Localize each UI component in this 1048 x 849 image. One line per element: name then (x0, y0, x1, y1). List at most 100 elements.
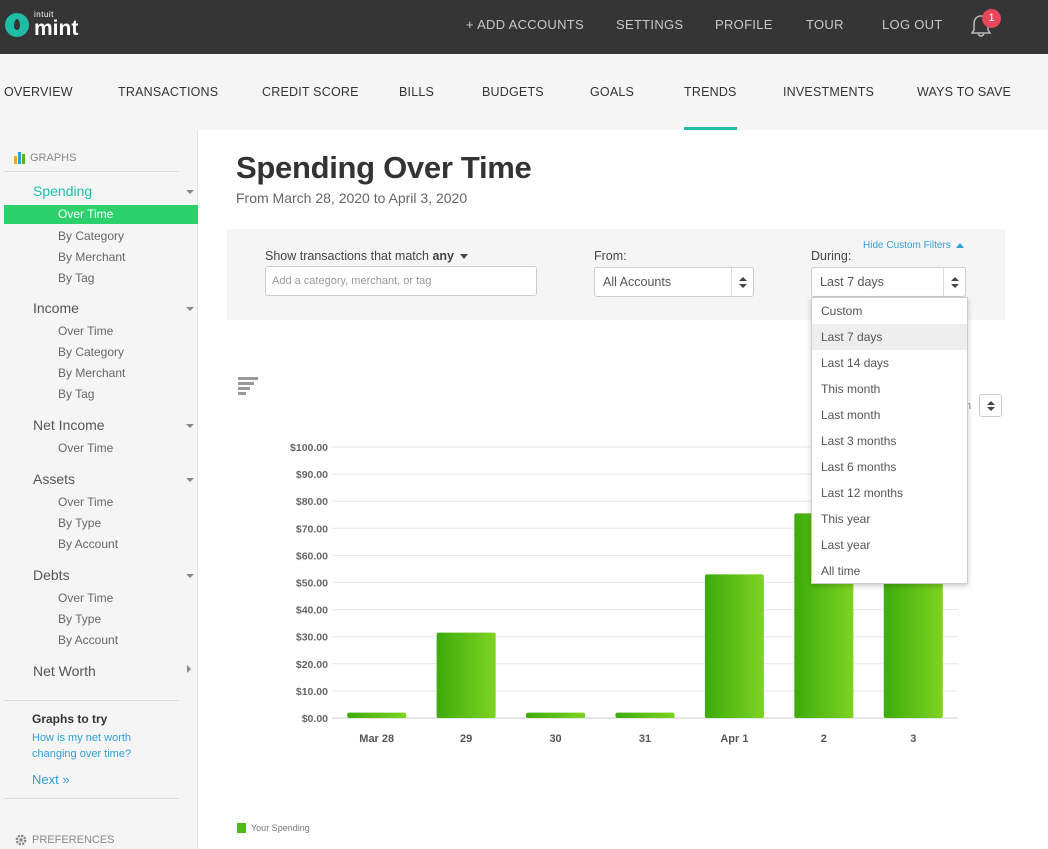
main-nav: OVERVIEW TRANSACTIONS CREDIT SCORE BILLS… (0, 54, 1048, 130)
y-tick-label: $50.00 (296, 578, 328, 590)
sidebar-debts[interactable]: Debts (33, 567, 70, 583)
nav-transactions[interactable]: TRANSACTIONS (118, 85, 219, 99)
chart-bar[interactable] (704, 574, 764, 718)
profile-link[interactable]: PROFILE (715, 17, 773, 32)
sidebar-net-income[interactable]: Net Income (33, 417, 105, 433)
nav-credit-score[interactable]: CREDIT SCORE (262, 85, 359, 99)
nav-investments[interactable]: INVESTMENTS (783, 85, 875, 99)
sidebar-spending[interactable]: Spending (33, 183, 93, 199)
y-tick-label: $80.00 (296, 496, 328, 508)
during-select[interactable]: Last 7 days (811, 267, 966, 297)
during-option-last-year[interactable]: Last year (821, 538, 871, 552)
legend-label: Your Spending (251, 823, 310, 833)
during-option-last-14-days[interactable]: Last 14 days (821, 356, 890, 370)
next-link[interactable]: Next » (32, 772, 70, 787)
notification-badge: 1 (982, 9, 1001, 28)
mint-logo[interactable]: intuit mint (5, 11, 78, 39)
preferences-link[interactable]: PREFERENCES (14, 833, 115, 847)
x-tick-label: 31 (639, 733, 651, 745)
settings-link[interactable]: SETTINGS (616, 17, 684, 32)
sidebar-assets[interactable]: Assets (33, 471, 76, 487)
match-label-text: Show transactions that match (265, 249, 429, 263)
during-option-all-time[interactable]: All time (821, 564, 861, 578)
nav-bills[interactable]: BILLS (399, 85, 435, 99)
during-option-last-month[interactable]: Last month (821, 408, 881, 422)
sidebar-spending-by-tag[interactable]: By Tag (58, 271, 95, 285)
sidebar-assets-by-type[interactable]: By Type (58, 516, 102, 530)
during-option-this-year[interactable]: This year (821, 512, 871, 526)
chevron-down-icon[interactable] (186, 478, 194, 482)
during-select-value: Last 7 days (820, 275, 884, 289)
tour-link[interactable]: TOUR (806, 17, 844, 32)
sidebar-debts-by-type[interactable]: By Type (58, 612, 102, 626)
from-select[interactable]: All Accounts (594, 267, 754, 297)
legend-swatch (237, 823, 246, 833)
nav-goals[interactable]: GOALS (590, 85, 635, 99)
logout-link[interactable]: LOG OUT (882, 17, 943, 32)
sidebar-spending-by-merchant[interactable]: By Merchant (58, 250, 126, 264)
chart-bar[interactable] (526, 712, 586, 718)
view-select[interactable] (979, 394, 1002, 417)
sidebar-income[interactable]: Income (33, 300, 79, 316)
sidebar-debts-by-account[interactable]: By Account (58, 633, 119, 647)
during-option-last-3-months[interactable]: Last 3 months (821, 434, 897, 448)
chevron-right-icon[interactable] (187, 665, 191, 673)
y-tick-label: $30.00 (296, 632, 328, 644)
x-tick-label: 30 (549, 733, 561, 745)
sidebar-spending-by-category[interactable]: By Category (58, 229, 125, 243)
chart-bar[interactable] (615, 712, 675, 718)
match-any-dropdown[interactable]: any (432, 249, 455, 263)
chevron-down-icon[interactable] (186, 190, 194, 194)
chart-legend: Your Spending (237, 823, 310, 833)
from-select-value: All Accounts (603, 275, 672, 289)
during-option-last-7-days[interactable]: Last 7 days (812, 324, 967, 350)
during-option-last-12-months[interactable]: Last 12 months (821, 486, 904, 500)
divider (4, 798, 179, 799)
nav-budgets[interactable]: BUDGETS (482, 85, 544, 99)
sidebar-assets-over-time[interactable]: Over Time (58, 495, 114, 509)
y-tick-label: $100.00 (290, 442, 328, 454)
x-tick-label: 29 (460, 733, 472, 745)
sidebar-net-income-over-time[interactable]: Over Time (58, 441, 114, 455)
sidebar-spending-over-time[interactable]: Over Time (4, 205, 198, 224)
mint-leaf-icon (5, 13, 29, 37)
chart-bar[interactable] (436, 632, 496, 718)
during-option-custom[interactable]: Custom (821, 304, 863, 318)
x-tick-label: Mar 28 (359, 733, 394, 745)
top-bar: intuit mint + ADD ACCOUNTS SETTINGS PROF… (0, 0, 1048, 54)
y-tick-label: $10.00 (296, 686, 328, 698)
during-dropdown-menu: Custom Last 7 days Last 14 days This mon… (811, 297, 968, 584)
sidebar-income-over-time[interactable]: Over Time (58, 324, 114, 338)
sidebar-income-by-merchant[interactable]: By Merchant (58, 366, 126, 380)
graphs-label: GRAPHS (30, 152, 77, 164)
caret-down-icon[interactable] (459, 254, 468, 260)
during-option-this-month[interactable]: This month (821, 382, 881, 396)
search-input[interactable]: Add a category, merchant, or tag (265, 266, 537, 296)
chart-options-icon[interactable] (238, 377, 258, 397)
graphs-to-try-link[interactable]: How is my net worth changing over time? (32, 732, 132, 760)
sidebar-assets-by-account[interactable]: By Account (58, 537, 119, 551)
chevron-down-icon[interactable] (186, 424, 194, 428)
nav-trends[interactable]: TRENDS (684, 54, 737, 130)
page-title: Spending Over Time (236, 150, 532, 185)
sidebar-income-by-tag[interactable]: By Tag (58, 387, 95, 401)
hide-custom-filters-link[interactable]: Hide Custom Filters (863, 240, 964, 251)
sidebar-net-worth[interactable]: Net Worth (33, 663, 96, 679)
chevron-down-icon[interactable] (186, 307, 194, 311)
add-accounts-link[interactable]: + ADD ACCOUNTS (466, 17, 584, 32)
during-option-last-6-months[interactable]: Last 6 months (821, 460, 897, 474)
divider (4, 700, 179, 701)
during-label: During: (811, 249, 852, 263)
bar-chart-icon (14, 152, 26, 164)
chevron-down-icon[interactable] (186, 574, 194, 578)
chart-bar[interactable] (347, 712, 407, 718)
graphs-header: GRAPHS (14, 152, 76, 164)
graphs-to-try-title: Graphs to try (32, 712, 108, 726)
chart-bar[interactable] (883, 579, 943, 718)
nav-ways-to-save[interactable]: WAYS TO SAVE (917, 85, 1012, 99)
sidebar-debts-over-time[interactable]: Over Time (58, 591, 114, 605)
x-tick-label: Apr 1 (720, 733, 748, 745)
logo-intuit-text: intuit (34, 10, 54, 19)
nav-overview[interactable]: OVERVIEW (4, 85, 73, 99)
sidebar-income-by-category[interactable]: By Category (58, 345, 125, 359)
